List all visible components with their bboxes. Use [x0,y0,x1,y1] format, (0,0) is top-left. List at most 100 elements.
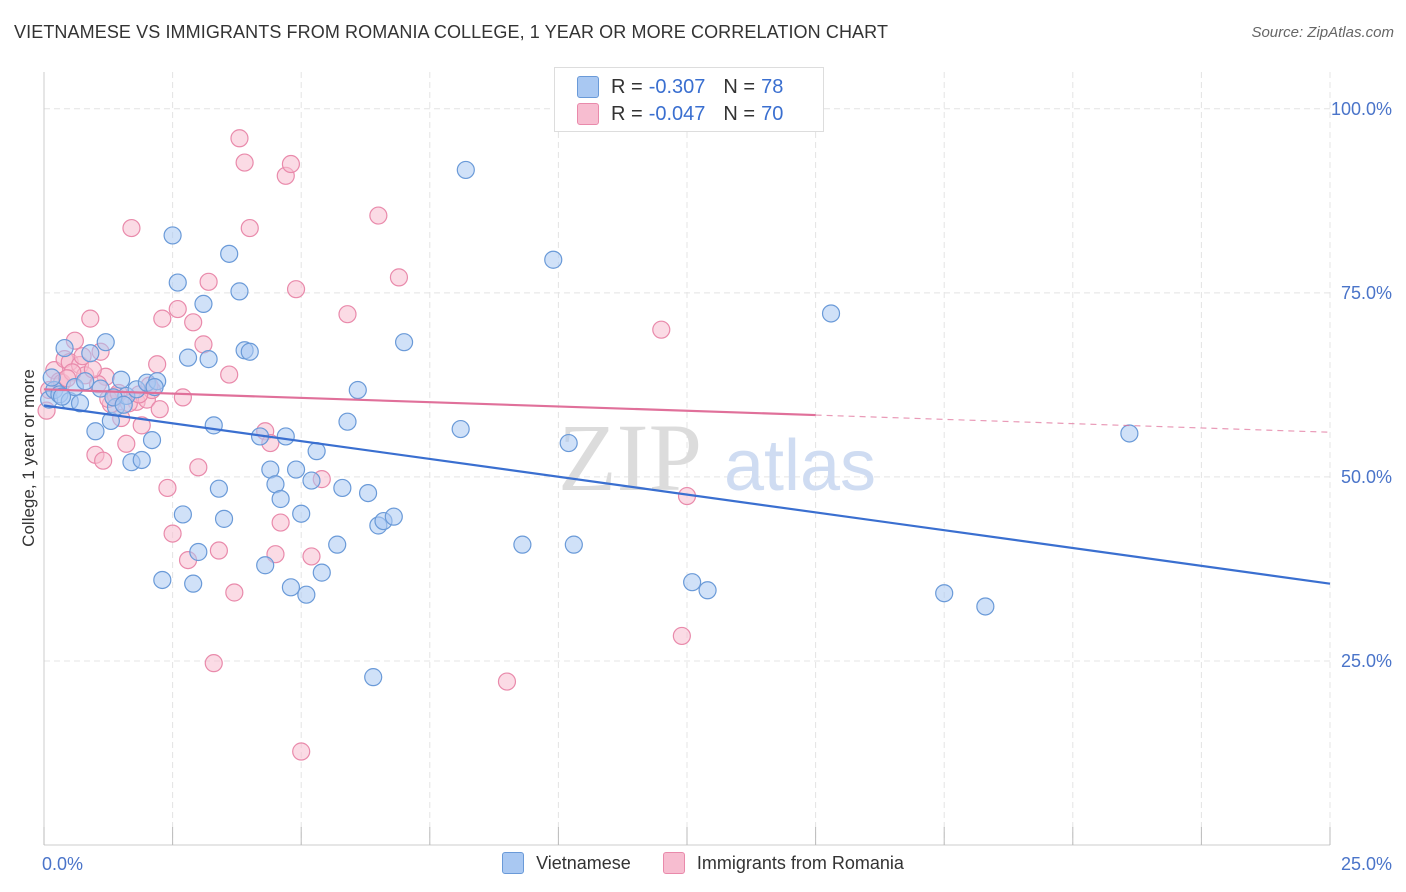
romania-point [389,268,409,287]
vietnamese-point [271,489,290,509]
vietnamese-point [281,578,301,597]
vietnamese-point [297,585,316,604]
legend-label-romania: Immigrants from Romania [696,852,904,873]
vietnamese-point [163,226,182,245]
vietnamese-point [52,387,72,406]
stats-swatch-romania [577,103,599,125]
vietnamese-point [42,368,61,387]
stats-n-value: 78 [761,75,784,98]
vietnamese-point [384,507,403,526]
vietnamese-point [364,668,383,687]
vietnamese-point [1120,424,1139,443]
stats-n-label: N = [723,102,756,125]
romania-point [302,547,321,566]
x-tick-label: 25.0% [1341,854,1392,874]
romania-point [338,305,357,324]
romania-point [148,355,167,374]
grid-layer [44,72,1331,845]
stats-r-value: -0.047 [648,102,706,125]
vietnamese-point [70,394,90,413]
romania-point [117,434,136,453]
vietnamese-point [173,505,192,524]
vietnamese-point [564,535,583,554]
romania-point [235,153,254,172]
y-tick-label: 50.0% [1341,467,1392,487]
vietnamese-point [153,570,172,590]
vietnamese-point [184,574,203,593]
vietnamese-point [194,294,213,313]
romania-point [209,541,228,560]
vietnamese-point [240,342,259,361]
romania-point [158,478,177,498]
vietnamese-point [698,581,717,600]
romania-point [199,272,218,291]
trend-layer [43,388,1331,585]
vietnamese-point [683,573,702,592]
vietnamese-point [199,350,218,369]
stats-row-romania: R = -0.047 N = 70 [577,100,783,128]
vietnamese-point [189,542,208,562]
vietnamese-point [976,597,995,616]
vietnamese-point [338,412,357,431]
vietnamese-point [209,479,228,498]
vietnamese-point [935,584,954,603]
vietnamese-point [559,433,578,453]
tick-label-layer: 100.0% 75.0% 50.0% 25.0% 0.0% 25.0% [42,99,1392,874]
vietnamese-point [220,244,239,263]
romania-point [220,365,239,384]
x-tick-label: 0.0% [42,854,83,874]
legend-item-romania[interactable]: Immigrants from Romania [662,852,904,874]
romania-point [240,218,259,238]
vietnamese-point [96,333,115,352]
vietnamese-point [132,450,151,470]
vietnamese-point [114,395,133,414]
legend-swatch-romania [662,852,685,874]
vietnamese-point [333,478,352,498]
vietnamese-point [178,348,198,367]
romania-point [292,742,311,761]
vietnamese-point [230,282,249,301]
romania-point [81,309,100,328]
y-tick-label: 25.0% [1341,651,1392,671]
vietnamese-point [168,273,187,292]
romania-point [497,672,517,691]
stats-n-label: N = [723,75,756,98]
romania-point [163,524,182,543]
romania-point [150,400,169,419]
romania-trend-extension [815,414,1331,433]
romania-point [230,129,249,148]
vietnamese-point [145,377,164,397]
romania-point [286,280,306,299]
vietnamese-point [821,304,841,323]
y-axis-label: College, 1 year or more [19,369,38,547]
watermark: ZIP atlas [558,404,876,511]
vietnamese-point [214,509,234,528]
stats-row-vietnamese: R = -0.307 N = 78 [577,73,783,101]
vietnamese-point [276,427,295,446]
vietnamese-point [256,556,275,575]
vietnamese-point [86,422,105,441]
stats-r-value: -0.307 [648,75,706,98]
legend-swatch-vietnamese [502,852,525,874]
vietnamese-point [76,372,95,391]
vietnamese-point [112,370,131,389]
vietnamese-point [544,250,563,269]
stats-swatch-vietnamese [577,76,599,98]
legend-item-vietnamese[interactable]: Vietnamese [502,852,631,874]
vietnamese-trend-line [43,404,1331,585]
stats-r-label: R = [611,102,643,125]
romania-point [281,154,301,174]
vietnamese-point [286,460,306,479]
watermark-atlas: atlas [724,426,876,506]
vietnamese-point [204,416,223,435]
vietnamese-point [81,344,100,363]
axis-layer [43,72,1331,846]
vietnamese-point [91,379,110,398]
vietnamese-point [451,419,470,439]
vietnamese-point [312,563,331,582]
vietnamese-point [292,504,311,523]
y-tick-label: 75.0% [1341,283,1392,303]
vietnamese-point [456,160,475,180]
vietnamese-point [513,535,532,554]
